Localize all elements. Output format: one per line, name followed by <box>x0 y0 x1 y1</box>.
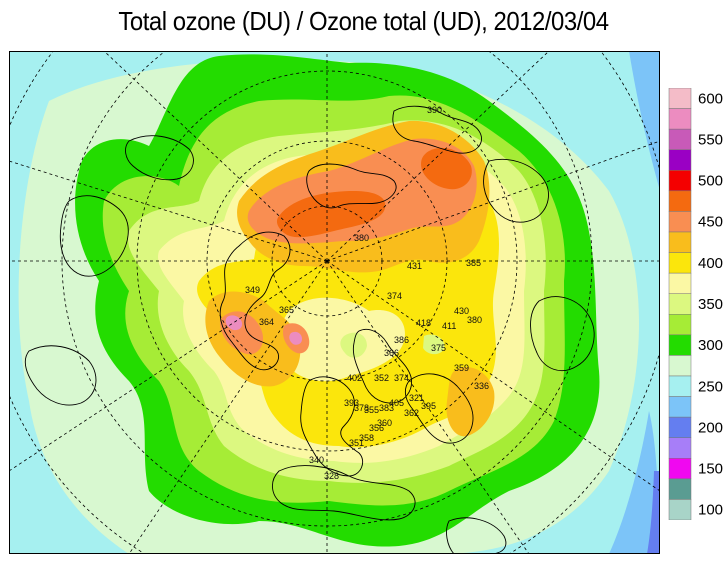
station-value: 356 <box>369 423 384 433</box>
legend-label: 200 <box>698 419 723 436</box>
legend-label: 450 <box>698 214 723 231</box>
legend-swatch <box>668 149 692 171</box>
legend-label: 100 <box>698 502 723 519</box>
station-value: 336 <box>474 381 489 391</box>
station-value: 375 <box>431 343 446 353</box>
legend-swatch <box>668 478 692 500</box>
color-legend: 600 550 500 450 400 350 300 250 200 150 100 <box>668 88 723 520</box>
station-value: 378 <box>354 403 369 413</box>
legend-swatch <box>668 293 692 315</box>
legend-swatch <box>668 272 692 294</box>
legend-label: 400 <box>698 255 723 272</box>
station-value: 352 <box>374 373 389 383</box>
legend-label: 150 <box>698 461 723 478</box>
legend-label: 350 <box>698 296 723 313</box>
legend-label: 500 <box>698 173 723 190</box>
station-value: 358 <box>359 433 374 443</box>
station-value: 380 <box>467 315 482 325</box>
legend-swatch <box>668 458 692 480</box>
legend-swatch <box>668 128 692 150</box>
station-value: 360 <box>377 418 392 428</box>
station-value: 374 <box>387 291 402 301</box>
station-value: 383 <box>379 403 394 413</box>
station-value: 418 <box>416 318 431 328</box>
station-value: 390 <box>427 105 442 115</box>
station-value: 374 <box>394 373 409 383</box>
legend-label: 550 <box>698 131 723 148</box>
station-value: 411 <box>442 321 456 331</box>
station-value: 355 <box>364 405 379 415</box>
legend-swatch <box>668 211 692 233</box>
legend-swatch <box>668 437 692 459</box>
legend-swatch <box>668 375 692 397</box>
coastlines <box>24 105 595 554</box>
station-value: 431 <box>407 261 422 271</box>
station-value: 402 <box>347 373 362 383</box>
station-value: 328 <box>324 471 339 481</box>
legend-swatch <box>668 108 692 130</box>
graticule <box>9 51 660 554</box>
legend-swatch <box>668 396 692 418</box>
station-value: 362 <box>404 408 419 418</box>
station-value: 405 <box>389 398 404 408</box>
chart-title: Total ozone (DU) / Ozone total (UD), 201… <box>118 6 609 36</box>
legend-swatch <box>668 252 692 274</box>
station-value: 340 <box>309 455 324 465</box>
legend-label: 600 <box>698 90 723 107</box>
station-value: 430 <box>454 306 469 316</box>
ozone-band-475 <box>276 191 386 238</box>
station-value: 364 <box>259 317 274 327</box>
legend-swatch <box>668 334 692 356</box>
station-value: 380 <box>354 233 369 243</box>
legend-swatch <box>668 314 692 336</box>
legend-swatch <box>668 88 692 109</box>
station-value: 366 <box>384 348 399 358</box>
station-value: 365 <box>279 305 294 315</box>
station-value: 349 <box>245 285 260 295</box>
legend-swatch <box>668 190 692 212</box>
legend-swatch <box>668 231 692 253</box>
station-value: 321 <box>409 393 424 403</box>
legend-label: 250 <box>698 378 723 395</box>
legend-swatch <box>668 499 692 520</box>
legend-swatch <box>668 170 692 192</box>
station-value: 386 <box>394 335 409 345</box>
legend-label: 300 <box>698 337 723 354</box>
station-value: 393 <box>344 398 359 408</box>
legend-swatch <box>668 416 692 438</box>
station-value: 359 <box>454 363 469 373</box>
station-value: 385 <box>466 258 481 268</box>
station-value: 351 <box>349 438 364 448</box>
legend-swatch <box>668 355 692 377</box>
station-value: 395 <box>421 401 436 411</box>
